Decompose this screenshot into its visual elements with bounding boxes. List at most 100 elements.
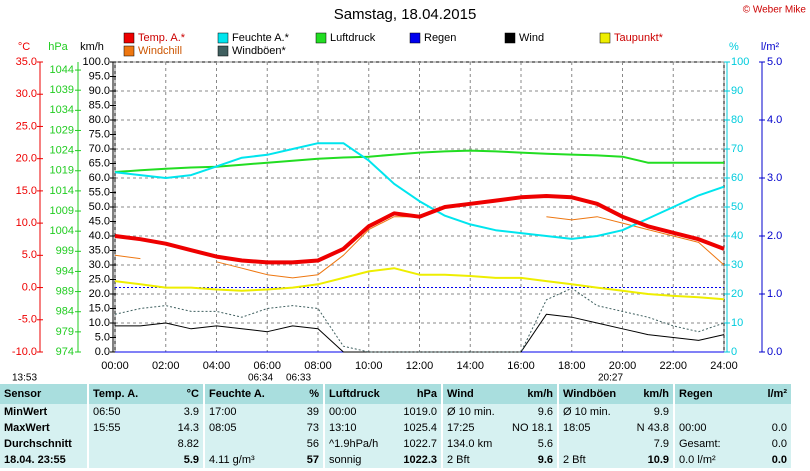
table-cell <box>88 436 148 452</box>
legend-swatch <box>123 32 135 44</box>
y-tick-label: 75.0 <box>89 128 110 140</box>
table-cell: sonnig <box>329 454 362 466</box>
axis-title: l/m² <box>761 41 780 53</box>
table-cell: 1019.0 <box>384 404 443 420</box>
legend-label: Feuchte A.* <box>232 32 290 44</box>
chart: Samstag, 18.04.2015 © Weber Mike 00:00 02… <box>12 5 807 384</box>
table-cell: 0.0 <box>734 420 793 436</box>
table-cell <box>734 404 793 420</box>
y-tick-label: 70 <box>731 143 743 155</box>
y-tick-label: 10.0 <box>89 317 110 329</box>
x-tick-label: 06:00 <box>253 360 281 372</box>
y-tick-label: 5.0 <box>767 56 782 68</box>
table-cell: 13:10 <box>329 422 357 434</box>
y-tick-label: 80 <box>731 114 743 126</box>
y-tick-label: -10.0 <box>12 346 37 358</box>
table-cell: 14.3 <box>148 420 205 436</box>
table-cell: 1025.4 <box>384 420 443 436</box>
series-line <box>114 267 725 301</box>
table-cell: Windböen <box>558 384 618 404</box>
y-tick-label: 1029 <box>50 124 74 136</box>
y-tick-label: 80.0 <box>89 114 110 126</box>
y-tick-label: 5.0 <box>22 249 37 261</box>
y-tick-label: 989 <box>56 285 74 297</box>
y-tick-label: 25.0 <box>89 273 110 285</box>
x-tick-label: 00:00 <box>101 360 129 372</box>
x-tick-label: 14:00 <box>456 360 484 372</box>
y-tick-label: 35.0 <box>16 56 37 68</box>
y-tick-label: 974 <box>56 346 74 358</box>
table-cell <box>558 436 618 452</box>
y-tick-label: 1039 <box>50 84 74 96</box>
y-tick-label: 20 <box>731 288 743 300</box>
legend-swatch <box>217 45 229 57</box>
x-tick-label: 10:00 <box>355 360 383 372</box>
annotation: 13:53 <box>12 373 37 384</box>
table-cell: 5.6 <box>502 436 559 452</box>
table-row: MaxWert 15:55 14.3 08:05 73 13:10 1025.4 17:25 N… <box>0 420 793 436</box>
table-cell: l/m² <box>734 384 793 404</box>
y-tick-label: 1014 <box>50 185 74 197</box>
y-tick-label: 20.0 <box>89 288 110 300</box>
table-cell: 1022.7 <box>384 436 443 452</box>
table-cell: 3.9 <box>148 404 205 420</box>
y-tick-label: 70.0 <box>89 143 110 155</box>
y-tick-label: 35.0 <box>89 244 110 256</box>
table-cell: MinWert <box>0 404 89 420</box>
table-cell: km/h <box>618 384 675 404</box>
y-tick-label: 1034 <box>50 104 74 116</box>
axis-title: hPa <box>48 41 68 53</box>
legend-label: Luftdruck <box>330 32 376 44</box>
legend-swatch <box>123 45 135 57</box>
table-cell: 8.82 <box>148 436 205 452</box>
table-cell: 15:55 <box>93 422 121 434</box>
table-cell: 73 <box>266 420 325 436</box>
legend-swatch <box>217 32 229 44</box>
table-cell: 17:25 <box>447 422 475 434</box>
y-tick-label: 999 <box>56 245 74 257</box>
table-cell: 9.9 <box>618 404 675 420</box>
y-tick-label: 0.0 <box>767 346 782 358</box>
table-cell: 2 Bft <box>447 454 470 466</box>
y-tick-label: 50 <box>731 201 743 213</box>
table-cell: km/h <box>502 384 559 404</box>
y-tick-label: 4.0 <box>767 114 782 126</box>
table-cell: 9.6 <box>502 452 559 468</box>
table-cell: °C <box>148 384 205 404</box>
y-tick-label: 60.0 <box>89 172 110 184</box>
table-cell: 00:00 <box>679 422 707 434</box>
table-cell: 2 Bft <box>563 454 586 466</box>
y-tick-label: 10 <box>731 317 743 329</box>
table-cell: 7.9 <box>618 436 675 452</box>
y-tick-label: 15.0 <box>16 185 37 197</box>
x-tick-label: 12:00 <box>406 360 434 372</box>
y-tick-label: 1044 <box>50 64 74 76</box>
y-tick-label: 50.0 <box>89 201 110 213</box>
chart-title: Samstag, 18.04.2015 <box>334 6 477 23</box>
legend-swatch <box>504 32 516 44</box>
table-cell: Ø 10 min. <box>447 406 495 418</box>
y-tick-label: 0.0 <box>22 281 37 293</box>
legend-label: Windböen* <box>232 45 287 57</box>
table-cell: % <box>266 384 325 404</box>
table-cell: 10.9 <box>618 452 675 468</box>
legend-label: Regen <box>424 32 456 44</box>
y-tick-label: 994 <box>56 265 74 277</box>
table-cell: 134.0 km <box>447 438 493 450</box>
table-cell: 5.9 <box>148 452 205 468</box>
annotation: 06:33 <box>286 373 311 384</box>
table-cell: Regen <box>674 384 734 404</box>
y-tick-label: 15.0 <box>89 302 110 314</box>
table-row: Durchschnitt 8.82 56 ^1.9hPa/h 1022.7 134.0 k… <box>0 436 793 452</box>
table-cell: Ø 10 min. <box>563 406 611 418</box>
table-cell <box>204 436 266 452</box>
x-tick-label: 04:00 <box>203 360 231 372</box>
x-tick-label: 16:00 <box>507 360 535 372</box>
y-tick-label: 20.0 <box>16 153 37 165</box>
table-cell: 1022.3 <box>384 452 443 468</box>
y-tick-label: 30.0 <box>89 259 110 271</box>
y-tick-label: 90 <box>731 85 743 97</box>
y-tick-label: 30.0 <box>16 88 37 100</box>
y-tick-label: 100 <box>731 56 749 68</box>
legend-label: Windchill <box>138 45 182 57</box>
